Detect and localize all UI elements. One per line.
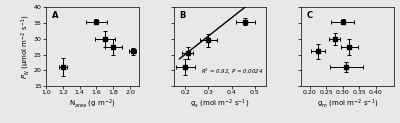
X-axis label: g$_s$ (mol m$^{-2}$ s$^{-1}$): g$_s$ (mol m$^{-2}$ s$^{-1}$) [190, 97, 250, 110]
Text: R$^{2}$ = 0.92, P = 0.0024: R$^{2}$ = 0.92, P = 0.0024 [201, 66, 264, 77]
Text: A: A [52, 11, 58, 20]
X-axis label: g$_m$ (mol m$^{-2}$ s$^{-1}$): g$_m$ (mol m$^{-2}$ s$^{-1}$) [317, 97, 378, 110]
Y-axis label: $P_N$ (μmol m$^{-2}$ s$^{-1}$): $P_N$ (μmol m$^{-2}$ s$^{-1}$) [20, 14, 32, 79]
Text: B: B [179, 11, 186, 20]
Text: C: C [307, 11, 313, 20]
X-axis label: N$_{area}$ (g m$^{-2}$): N$_{area}$ (g m$^{-2}$) [69, 97, 116, 110]
